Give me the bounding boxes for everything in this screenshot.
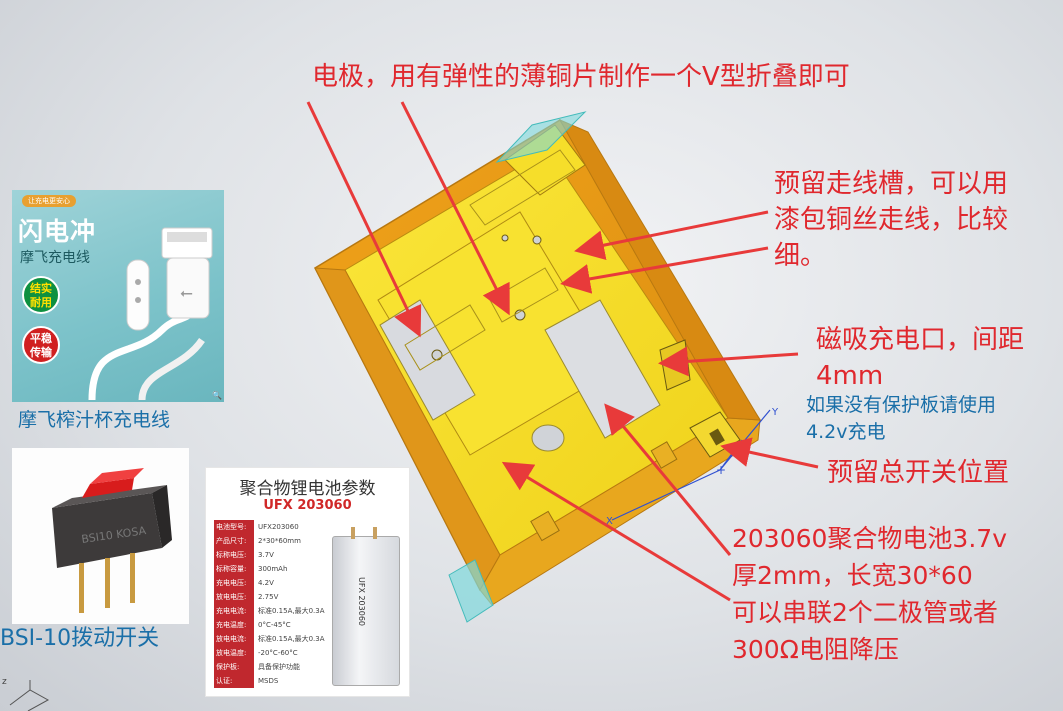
- param-row: 放电温度: -20°C-60°C: [214, 646, 334, 662]
- arrow-electrode-right: [400, 101, 510, 316]
- zoom-icon[interactable]: 🔍: [212, 391, 222, 400]
- wire-slot-note: 预留走线槽，可以用 漆包铜丝走线，比较 细。: [774, 166, 1008, 274]
- cable-badge-stable: 平稳 传输: [22, 326, 60, 364]
- param-row: 标称电压: 3.7V: [214, 548, 334, 564]
- magnetic-port-note-line1: 磁吸充电口，间距: [816, 325, 1025, 355]
- param-row: 保护板: 具备保护功能: [214, 660, 334, 676]
- arrow-wire-slot-1: [574, 210, 769, 260]
- electrode-note: 电极，用有弹性的薄铜片制作一个V型折叠即可: [312, 62, 850, 92]
- battery-spec-title: 聚合物锂电池参数: [239, 479, 376, 499]
- battery-note: 203060聚合物电池3.7v 厚2mm，长宽30*60 可以串联2个二极管或者…: [732, 520, 1007, 668]
- param-row: 产品尺寸: 2*30*60mm: [214, 534, 334, 550]
- usb-cable-icon: ⭠: [88, 227, 213, 400]
- protection-note: 如果没有保护板请使用 4.2v充电: [806, 392, 996, 446]
- cable-subtitle: 摩飞充电线: [20, 250, 90, 266]
- battery-note-line3: 可以串联2个二极管或者: [732, 598, 998, 627]
- param-row: 放电电流: 标准0.15A,最大0.3A: [214, 632, 334, 648]
- arrow-battery-2: [501, 461, 731, 602]
- cable-product-image: 让充电更安心 闪电冲 摩飞充电线 结实 耐用 平稳 传输 ⭠ 🔍: [12, 190, 224, 402]
- battery-note-line1: 203060聚合物电池3.7v: [732, 524, 1007, 553]
- slide-switch-icon: BSI10 KOSA: [52, 468, 172, 613]
- wire-slot-note-line2: 漆包铜丝走线，比较: [774, 205, 1009, 235]
- battery-model: UFX 203060: [263, 498, 352, 513]
- svg-text:X: X: [606, 516, 613, 527]
- param-row: 认证: MSDS: [214, 674, 334, 690]
- section-plane-bottom: [448, 559, 494, 623]
- view-cube-icon[interactable]: z: [2, 677, 50, 711]
- cable-badge-durable: 结实 耐用: [22, 276, 60, 314]
- cable-caption: 摩飞榨汁杯充电线: [18, 409, 171, 431]
- param-row: 充电电压: 4.2V: [214, 576, 334, 592]
- cable-top-tag: 让充电更安心: [22, 195, 76, 207]
- toggle-switch-image: BSI10 KOSA: [12, 448, 189, 624]
- param-row: 标称容量: 300mAh: [214, 562, 334, 578]
- switch-position-note: 预留总开关位置: [827, 458, 1010, 488]
- switch-caption: BSI-10拨动开关: [0, 626, 160, 651]
- arrow-electrode-left: [306, 101, 422, 338]
- magnetic-port-note-line2: 4mm: [816, 361, 884, 391]
- param-row: 充电电流: 标准0.15A,最大0.3A: [214, 604, 334, 620]
- battery-note-line4: 300Ω电阻降压: [732, 635, 899, 664]
- arrow-battery-1: [604, 403, 732, 556]
- section-plane-top: [495, 111, 587, 163]
- battery-spec-image: 聚合物锂电池参数 UFX 203060 电池型号: UFX203060 产品尺寸:…: [205, 467, 410, 697]
- wire-slot-note-line1: 预留走线槽，可以用: [774, 169, 1009, 199]
- battery-note-line2: 厚2mm，长宽30*60: [732, 561, 973, 590]
- param-row: 充电温度: 0°C-45°C: [214, 618, 334, 634]
- svg-text:Y: Y: [771, 407, 779, 418]
- arrow-switch: [720, 437, 819, 469]
- arrow-wire-slot-2: [560, 246, 769, 294]
- cable-title: 闪电冲: [18, 217, 97, 246]
- battery-param-table: 电池型号: UFX203060 产品尺寸: 2*30*60mm 标称电压: 3.7V …: [206, 516, 409, 694]
- protection-note-line2: 4.2v充电: [806, 421, 886, 443]
- param-row: 电池型号: UFX203060: [214, 520, 334, 536]
- param-row: 放电电压: 2.75V: [214, 590, 334, 606]
- battery-cell-label: UFX 203060: [357, 576, 367, 627]
- battery-tray-frame: [314, 118, 762, 606]
- magnetic-port-note: 磁吸充电口，间距 4mm: [816, 322, 1024, 394]
- protection-note-line1: 如果没有保护板请使用: [806, 394, 997, 416]
- svg-text:+: +: [716, 463, 726, 477]
- wire-slot-note-line3: 细。: [774, 241, 827, 271]
- arrow-magnetic-port: [658, 346, 799, 377]
- svg-text:z: z: [2, 677, 7, 687]
- svg-text:⭠: ⭠: [180, 283, 193, 302]
- battery-cell-icon: UFX 203060: [332, 527, 400, 686]
- annotation-arrows: [306, 101, 819, 602]
